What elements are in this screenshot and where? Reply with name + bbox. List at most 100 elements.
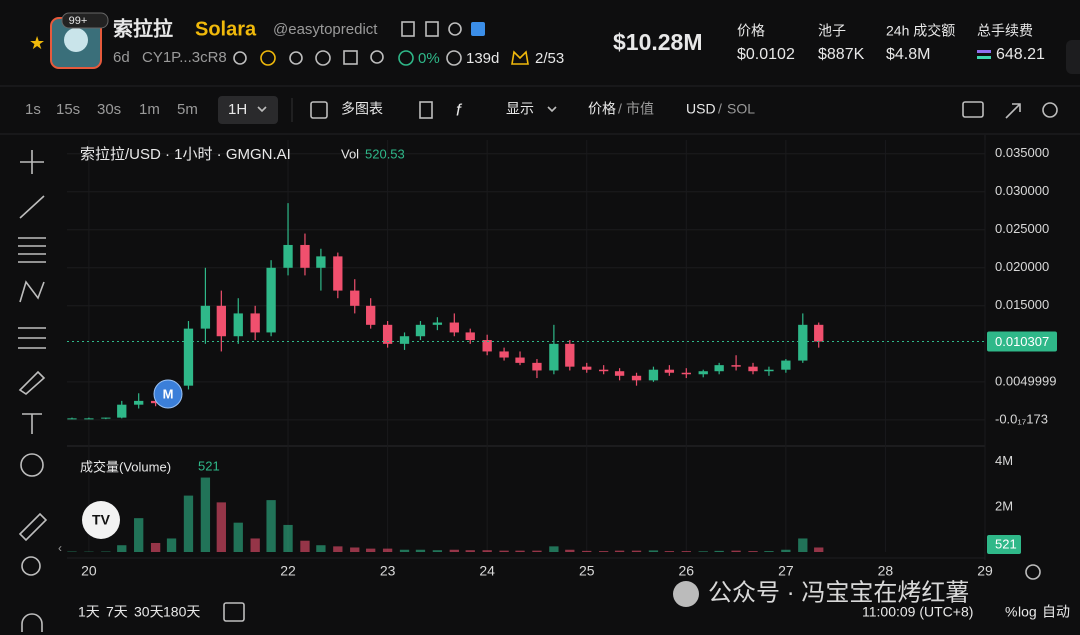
brush-tool[interactable]: [18, 370, 46, 396]
crosshair-tool[interactable]: [20, 150, 44, 174]
sol-toggle[interactable]: SOL: [727, 101, 755, 117]
volume-bar: [134, 518, 144, 552]
projection-tool[interactable]: [18, 327, 46, 349]
candle-body: [233, 313, 243, 337]
volume-bar: [614, 550, 625, 552]
x-tick-label: 27: [778, 563, 794, 579]
stat-label: 24h 成交额: [886, 23, 955, 39]
sol-icon: [977, 56, 991, 59]
stat-label: 总手续费: [977, 23, 1033, 39]
volume-bar: [117, 545, 127, 552]
volume-title: 成交量(Volume): [80, 459, 171, 474]
range-button[interactable]: 1天: [78, 604, 100, 620]
candle-icon[interactable]: [419, 101, 433, 119]
favorite-star[interactable]: ★: [29, 33, 45, 53]
marker-badge[interactable]: [153, 379, 183, 409]
address[interactable]: CY1P...3cR8: [142, 49, 227, 66]
share-icon[interactable]: [448, 22, 462, 36]
interval-selected[interactable]: 1H: [228, 101, 247, 118]
interval[interactable]: 15s: [56, 101, 80, 118]
tv-logo[interactable]: [82, 501, 120, 539]
clock: 11:00:09 (UTC+8): [862, 604, 973, 620]
camera-icon[interactable]: [962, 101, 984, 118]
date-range-icon[interactable]: [223, 602, 245, 622]
auto-toggle[interactable]: 自动: [1042, 604, 1070, 620]
volume-bar: [798, 538, 808, 552]
interval[interactable]: 5m: [177, 101, 198, 118]
text-tool[interactable]: [22, 413, 42, 434]
volume-bar: [681, 551, 691, 552]
candle-body: [183, 328, 194, 386]
note-icon[interactable]: [343, 50, 358, 65]
copy-icon[interactable]: [425, 21, 439, 37]
search-icon[interactable]: [370, 50, 384, 64]
volume-tick-label: 2M: [995, 498, 1013, 513]
y-tick-label: 0.030000: [995, 183, 1049, 198]
token-name: 索拉拉: [113, 16, 173, 40]
plus-icon[interactable]: [310, 101, 328, 119]
volume-bar: [599, 551, 609, 552]
zoom-tool[interactable]: [21, 556, 41, 576]
range-button[interactable]: 7天: [106, 604, 128, 620]
mcap-toggle[interactable]: 市值: [626, 101, 654, 117]
volume-last-label: 521: [995, 536, 1017, 551]
volume-bar: [631, 550, 642, 552]
price-toggle[interactable]: 价格: [588, 101, 616, 117]
volume-last: 521: [198, 458, 220, 473]
range-button[interactable]: 30天: [134, 604, 164, 620]
fx-icon[interactable]: f: [456, 100, 463, 119]
interval[interactable]: 1s: [25, 101, 41, 118]
emoji-tool[interactable]: [20, 453, 44, 477]
candle-body: [382, 324, 393, 344]
interval[interactable]: 30s: [97, 101, 121, 118]
collapse-arrow[interactable]: ‹: [58, 541, 62, 555]
y-tick-label: 0.035000: [995, 145, 1049, 160]
y-tick-label: 0.020000: [995, 259, 1049, 274]
tv-logo-text: TV: [92, 512, 111, 528]
percent-toggle[interactable]: %: [1005, 604, 1017, 620]
vol-label: Vol: [341, 146, 359, 161]
ruler-tool[interactable]: [18, 512, 48, 542]
volume-bar: [266, 500, 276, 552]
line-tool[interactable]: [19, 195, 45, 219]
volume-bar: [183, 495, 194, 552]
pattern-tool[interactable]: [19, 280, 45, 303]
display[interactable]: 显示: [506, 101, 534, 117]
magnet-tool[interactable]: [21, 613, 43, 632]
expand-icon[interactable]: [1005, 103, 1021, 119]
volume-bar: [814, 547, 824, 552]
x-tick-label: 20: [81, 563, 97, 579]
settings-icon[interactable]: [1042, 102, 1058, 118]
candle-body: [731, 365, 741, 367]
multi-chart[interactable]: 多图表: [341, 101, 383, 117]
volume-last-tag: [987, 535, 1021, 554]
log-toggle[interactable]: log: [1018, 604, 1037, 620]
volume-bar: [465, 550, 475, 552]
volume-bar: [300, 540, 310, 552]
badge: 99+: [69, 15, 88, 27]
separator: /: [618, 101, 622, 117]
stat-value: 648.21: [996, 46, 1045, 63]
stat-value: $887K: [818, 46, 865, 63]
usd-toggle[interactable]: USD: [686, 101, 716, 117]
separator: /: [718, 101, 722, 117]
volume-bar: [333, 546, 343, 552]
fib-tool[interactable]: [18, 237, 46, 263]
volume-bar: [399, 549, 410, 552]
x-tick-label: 25: [579, 563, 595, 579]
range-button[interactable]: 180天: [163, 604, 200, 620]
web-icon[interactable]: [315, 50, 331, 66]
axis-settings[interactable]: [1025, 564, 1041, 580]
verify-icon: [471, 22, 485, 36]
candle-body: [664, 369, 675, 373]
volume-bar: [582, 550, 592, 552]
edit-icon[interactable]: [401, 21, 415, 37]
candle-body: [117, 404, 127, 418]
stat-value: $0.0102: [737, 46, 795, 63]
warn-icon: [260, 50, 276, 66]
interval[interactable]: 1m: [139, 101, 160, 118]
candle-body: [449, 322, 459, 333]
handle[interactable]: @easytopredict: [273, 21, 378, 38]
side-button[interactable]: [1066, 40, 1080, 74]
telegram-icon[interactable]: [289, 51, 303, 65]
